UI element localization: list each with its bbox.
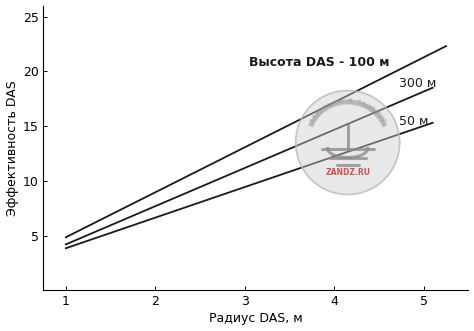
Text: 300 м: 300 м	[399, 77, 436, 90]
Text: Н: Н	[334, 99, 339, 105]
Text: Щ: Щ	[363, 102, 371, 109]
Text: Высота DAS - 100 м: Высота DAS - 100 м	[249, 56, 390, 69]
Text: Е: Е	[330, 101, 335, 107]
Text: А: А	[312, 114, 318, 120]
Polygon shape	[296, 90, 400, 195]
Text: Л: Л	[326, 102, 331, 109]
Text: 50 м: 50 м	[399, 115, 428, 128]
Text: Е: Е	[318, 108, 324, 114]
Text: Е: Е	[374, 111, 381, 117]
Text: Щ: Щ	[370, 107, 378, 114]
Text: Н: Н	[377, 114, 383, 120]
Text: ZANDZ.RU: ZANDZ.RU	[325, 168, 370, 177]
Text: И: И	[348, 98, 352, 104]
Text: И: И	[367, 105, 374, 111]
Text: О: О	[380, 117, 386, 123]
X-axis label: Радиус DAS, м: Радиус DAS, м	[209, 312, 303, 325]
Text: О: О	[338, 99, 344, 104]
Text: З: З	[315, 111, 321, 117]
Text: А: А	[360, 101, 365, 107]
Text: З: З	[356, 100, 361, 105]
Text: М: М	[321, 105, 328, 111]
Text: З: З	[310, 118, 315, 123]
Y-axis label: Эффективность DAS: Эффективность DAS	[6, 80, 18, 216]
